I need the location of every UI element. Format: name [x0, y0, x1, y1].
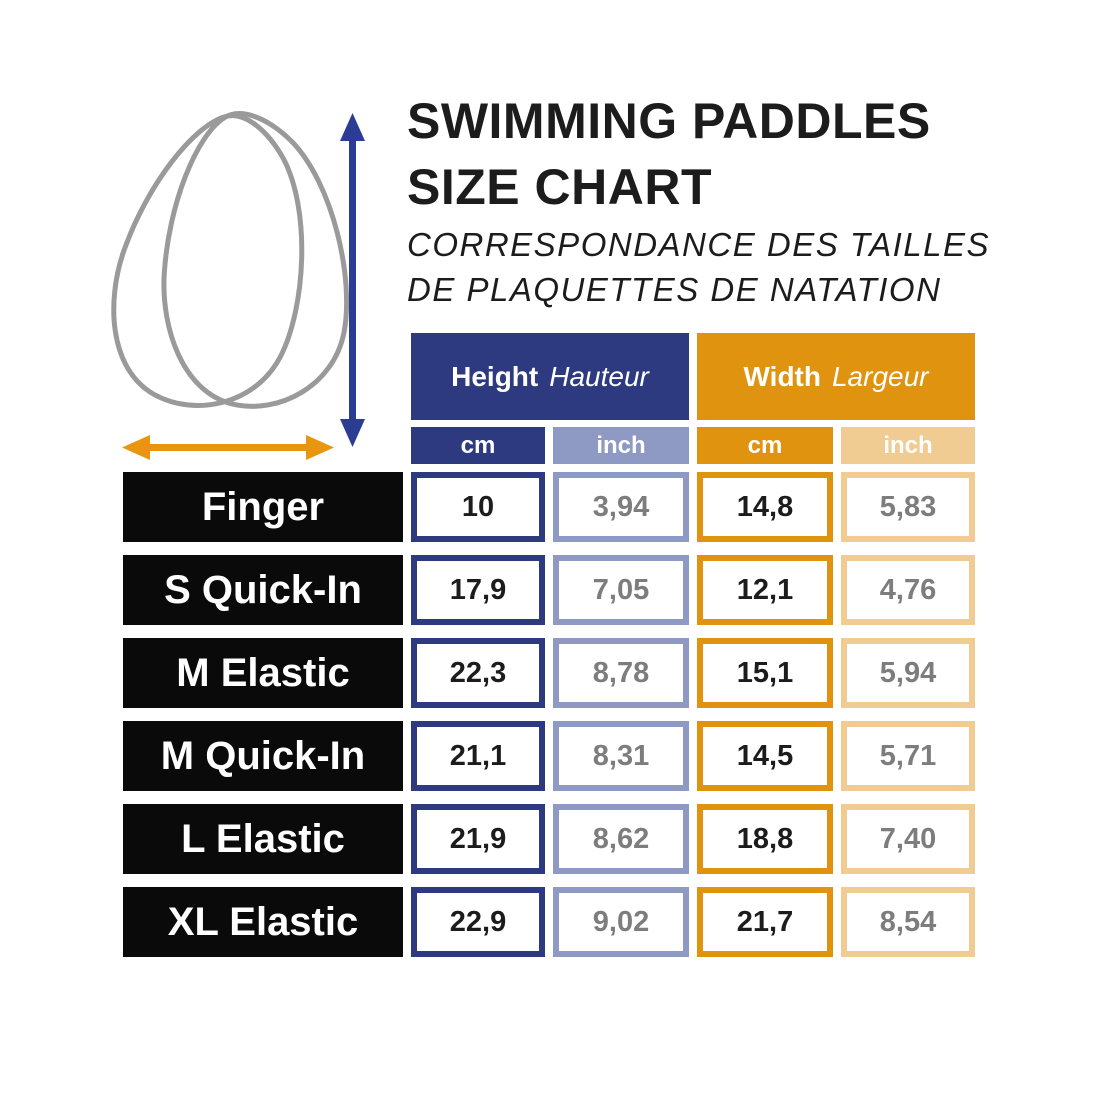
height-inch-value: 9,02: [553, 887, 689, 957]
unit-header-row: cm inch cm inch: [411, 427, 975, 464]
page-subtitle: CORRESPONDANCE DES TAILLES DE PLAQUETTES…: [407, 222, 1007, 312]
width-column-header-fr: Largeur: [831, 360, 929, 392]
width-cm-value: 18,8: [697, 804, 833, 874]
paddle-diagram: [111, 111, 365, 460]
table-row-xl-elastic: XL Elastic 22,9 9,02 21,7 8,54: [123, 887, 975, 957]
width-cm-value: 14,5: [697, 721, 833, 791]
size-label: S Quick-In: [123, 555, 403, 625]
size-label: M Elastic: [123, 638, 403, 708]
width-cm-value: 12,1: [697, 555, 833, 625]
height-column-header: Height Hauteur: [411, 333, 689, 420]
size-table: Height Hauteur Width Largeur cm inch cm …: [123, 333, 975, 957]
unit-header-width-cm: cm: [697, 427, 833, 464]
size-label: Finger: [123, 472, 403, 542]
height-cm-value: 17,9: [411, 555, 545, 625]
width-arrow-icon: [122, 435, 334, 460]
width-cm-value: 15,1: [697, 638, 833, 708]
page-title-line-2: SIZE CHART: [407, 159, 712, 215]
table-row-l-elastic: L Elastic 21,9 8,62 18,8 7,40: [123, 804, 975, 874]
width-cm-value: 21,7: [697, 887, 833, 957]
size-label: XL Elastic: [123, 887, 403, 957]
subtitle-line-1: CORRESPONDANCE DES TAILLES: [407, 226, 991, 263]
height-inch-value: 8,62: [553, 804, 689, 874]
height-cm-value: 22,9: [411, 887, 545, 957]
unit-header-height-inch: inch: [553, 427, 689, 464]
width-cm-value: 14,8: [697, 472, 833, 542]
width-column-header: Width Largeur: [697, 333, 975, 420]
unit-header-width-inch: inch: [841, 427, 975, 464]
height-cm-value: 22,3: [411, 638, 545, 708]
height-column-header-fr: Hauteur: [549, 360, 649, 392]
size-label: M Quick-In: [123, 721, 403, 791]
width-inch-value: 8,54: [841, 887, 975, 957]
size-label: L Elastic: [123, 804, 403, 874]
height-inch-value: 8,78: [553, 638, 689, 708]
width-inch-value: 5,71: [841, 721, 975, 791]
subtitle-line-2: DE PLAQUETTES DE NATATION: [407, 271, 942, 308]
height-inch-value: 8,31: [553, 721, 689, 791]
table-row-s-quick-in: S Quick-In 17,9 7,05 12,1 4,76: [123, 555, 975, 625]
height-arrow-icon: [340, 113, 365, 447]
column-group-header-row: Height Hauteur Width Largeur: [411, 333, 975, 420]
width-inch-value: 4,76: [841, 555, 975, 625]
height-inch-value: 3,94: [553, 472, 689, 542]
paddle-outline-icon: [111, 111, 350, 409]
unit-header-height-cm: cm: [411, 427, 545, 464]
width-inch-value: 7,40: [841, 804, 975, 874]
page-title-line-1: SWIMMING PADDLES: [407, 93, 931, 149]
height-column-header-en: Height: [451, 360, 539, 392]
title-block: SWIMMING PADDLES SIZE CHART CORRESPONDAN…: [407, 88, 1007, 312]
width-inch-value: 5,94: [841, 638, 975, 708]
width-inch-value: 5,83: [841, 472, 975, 542]
height-cm-value: 21,9: [411, 804, 545, 874]
table-row-m-quick-in: M Quick-In 21,1 8,31 14,5 5,71: [123, 721, 975, 791]
width-column-header-en: Width: [743, 360, 821, 392]
table-row-m-elastic: M Elastic 22,3 8,78 15,1 5,94: [123, 638, 975, 708]
height-cm-value: 10: [411, 472, 545, 542]
height-cm-value: 21,1: [411, 721, 545, 791]
height-inch-value: 7,05: [553, 555, 689, 625]
table-row-finger: Finger 10 3,94 14,8 5,83: [123, 472, 975, 542]
